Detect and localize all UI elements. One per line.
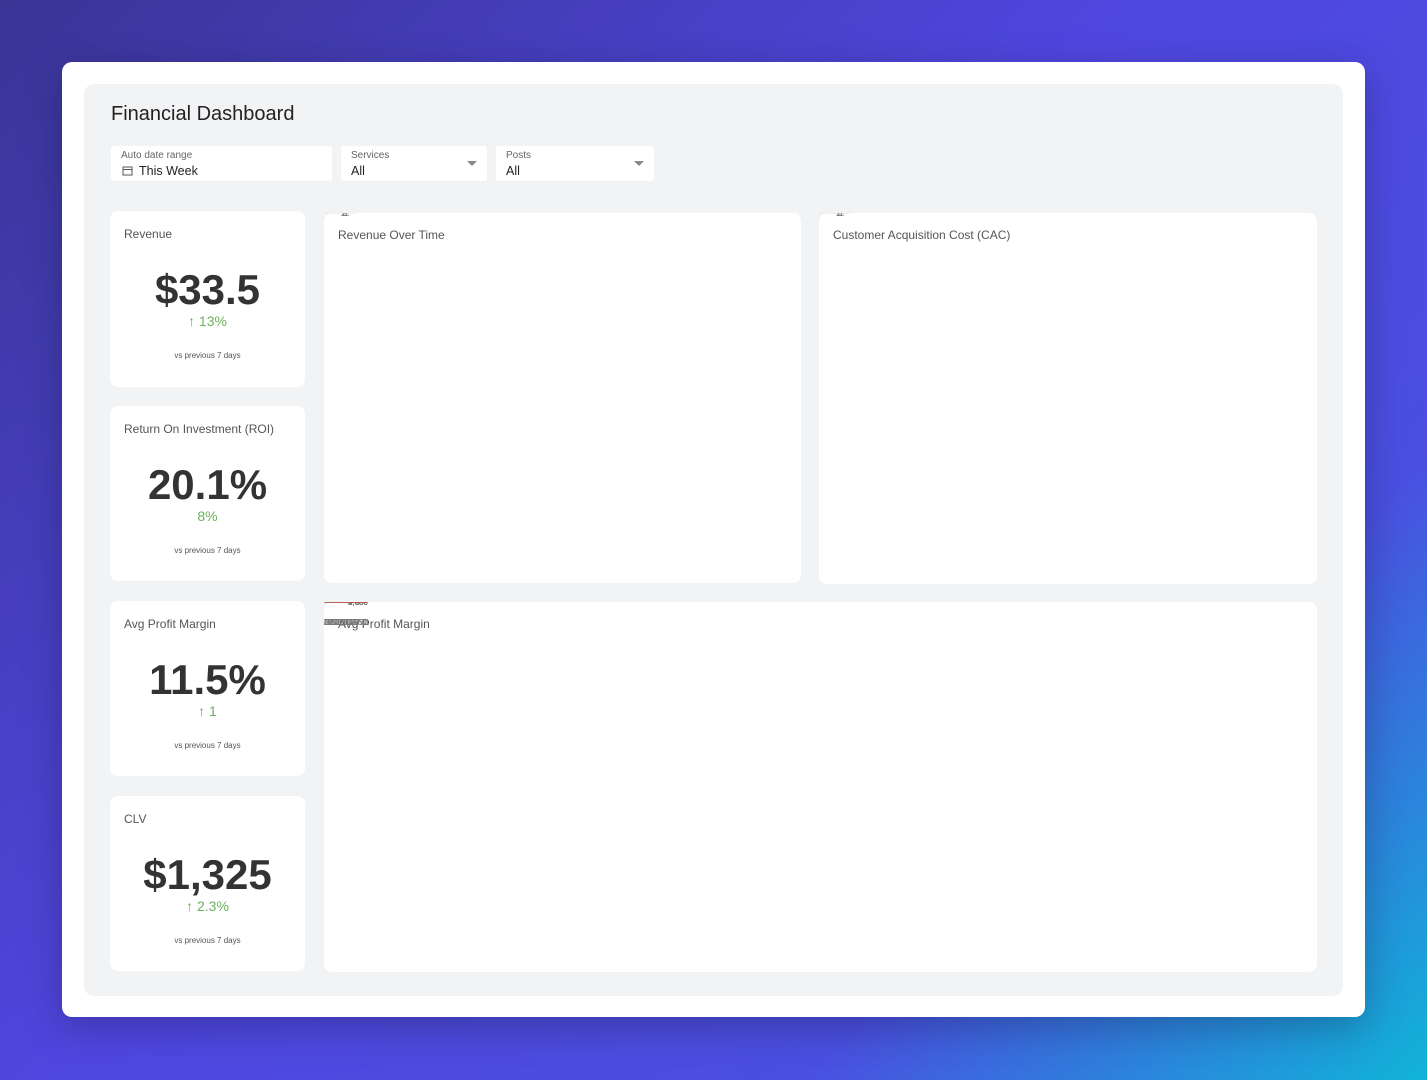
dashboard-title: Financial Dashboard <box>111 103 295 125</box>
x-tick-label: 26 <box>326 618 335 627</box>
chart-card: Revenue Over Time 0 3 6 9 12 <box>324 209 801 583</box>
filter-label: Services <box>351 150 390 161</box>
kpi-change: ↑ 1 <box>110 703 305 719</box>
x-tick-label: 23 <box>331 618 340 627</box>
y-tick-label: 12 <box>836 213 845 218</box>
x-tick-label: 27 <box>325 618 334 627</box>
filter-label: Posts <box>506 150 532 161</box>
kpi-change-value: 8% <box>197 508 218 524</box>
services-filter[interactable]: Services All <box>341 146 487 181</box>
x-tick-label: 10 <box>350 618 359 627</box>
x-tick-label: 19 <box>336 618 345 627</box>
up-arrow: ↑ <box>186 898 197 914</box>
posts-filter[interactable]: Posts All <box>496 146 654 181</box>
kpi-note: vs previous 7 days <box>174 351 241 360</box>
x-tick-label: 3 <box>362 618 367 627</box>
chart-title: Avg Profit Margin <box>338 617 430 631</box>
x-tick-label: 15 <box>342 618 351 627</box>
x-tick-label: 6 <box>358 618 363 627</box>
dropdown-caret <box>634 161 644 166</box>
kpi-card: Revenue $33.5 ↑ 13% vs previous 7 days <box>110 211 305 387</box>
kpi-change: ↑ 2.3% <box>110 898 305 914</box>
x-tick-label: 18 <box>338 618 347 627</box>
kpi-label: Revenue <box>124 227 173 241</box>
y-tick-label: 12 <box>341 213 350 218</box>
chart-card: Avg Profit Margin 0 1,000 2,000 3,000 4,000 1 2… <box>320 598 1317 972</box>
x-tick-label: 24 <box>329 618 338 627</box>
x-tick-label: 4 <box>361 618 366 627</box>
x-tick-label: 13 <box>345 618 354 627</box>
chart-title: Customer Acquisition Cost (CAC) <box>833 228 1010 242</box>
up-arrow: ↑ <box>198 703 210 719</box>
filter-value: This Week <box>139 164 198 178</box>
kpi-change-value: 1 <box>209 703 217 719</box>
x-tick-label: 21 <box>333 618 342 627</box>
kpi-change-value: 13% <box>198 313 227 329</box>
x-tick-label: 17 <box>339 618 348 627</box>
kpi-value: $33.5 <box>154 266 261 313</box>
kpi-value: $1,325 <box>143 851 272 898</box>
up-arrow: ↑ <box>188 313 199 329</box>
kpi-label: CLV <box>124 812 147 826</box>
kpi-change: ↑ 13% <box>110 313 305 329</box>
filter-label: Auto date range <box>121 150 193 161</box>
calendar-icon <box>122 166 133 176</box>
x-tick-label: 16 <box>341 618 350 627</box>
filter-value: All <box>351 164 365 178</box>
x-tick-label: 30 <box>324 618 330 627</box>
chart: Avg Profit Margin01,0002,0003,0004,00012… <box>320 598 430 631</box>
dropdown-caret <box>467 161 477 166</box>
kpi-label: Avg Profit Margin <box>124 617 216 631</box>
x-tick-label: 9 <box>353 618 358 627</box>
x-tick-label: 29 <box>324 618 331 627</box>
x-tick-label: 5 <box>359 618 364 627</box>
filter-value: All <box>506 164 520 178</box>
kpi-card: CLV $1,325 ↑ 2.3% vs previous 7 days <box>110 796 305 971</box>
x-tick-label: 8 <box>355 618 360 627</box>
x-tick-label: 14 <box>344 618 353 627</box>
x-tick-label: 12 <box>347 618 356 627</box>
chart-title: Revenue Over Time <box>338 228 445 242</box>
x-tick-label: 7 <box>356 618 361 627</box>
kpi-card: Return On Investment (ROI) 20.1% 8% vs p… <box>110 406 305 581</box>
date-filter[interactable]: Auto date range This Week <box>111 146 332 181</box>
chart-card: Customer Acquisition Cost (CAC) 0 3 6 9 12 <box>819 209 1317 584</box>
x-tick-label: 1 <box>365 618 370 627</box>
kpi-note: vs previous 7 days <box>174 741 241 750</box>
kpi-change: 8% <box>110 508 305 524</box>
kpi-card: Avg Profit Margin 11.5% ↑ 1 vs previous … <box>110 601 305 776</box>
kpi-note: vs previous 7 days <box>174 546 241 555</box>
x-tick-label: 2 <box>364 618 369 627</box>
kpi-value: 20.1% <box>147 461 268 508</box>
x-tick-label: 22 <box>332 618 341 627</box>
x-tick-label: 11 <box>348 618 357 627</box>
x-tick-label: 20 <box>335 618 344 627</box>
kpi-change-value: 2.3% <box>196 898 229 914</box>
x-tick-label: 28 <box>324 618 333 627</box>
kpi-label: Return On Investment (ROI) <box>124 422 275 436</box>
kpi-value: 11.5% <box>149 656 266 703</box>
kpi-note: vs previous 7 days <box>174 936 241 945</box>
x-tick-label: 25 <box>328 618 337 627</box>
